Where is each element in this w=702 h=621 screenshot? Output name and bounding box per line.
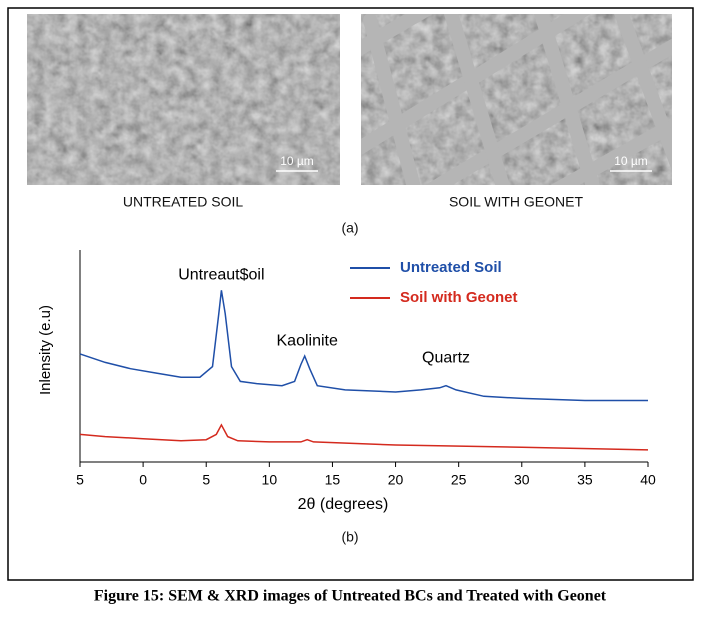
- series-line: [79, 423, 649, 451]
- caption: Figure 15: SEM & XRD images of Untreated…: [94, 588, 607, 605]
- x-tick-label: 0: [139, 472, 147, 488]
- x-tick-label: 30: [514, 472, 530, 488]
- legend-label: Soil with Geonet: [400, 289, 518, 306]
- sem-image-untreated: 10 µm: [27, 14, 340, 185]
- panel-tag: (a): [341, 220, 358, 236]
- annotation: Untreaut$oil: [178, 267, 264, 284]
- x-tick-label: 10: [262, 472, 278, 488]
- image-label: UNTREATED SOIL: [123, 194, 244, 210]
- x-tick-label: 5: [76, 472, 84, 488]
- x-tick-label: 40: [640, 472, 656, 488]
- image-label: SOIL WITH GEONET: [449, 194, 583, 210]
- x-tick-label: 5: [202, 472, 210, 488]
- x-tick-label: 35: [577, 472, 593, 488]
- sem-image-geonet: 10 µm: [361, 14, 672, 185]
- y-axis-label: Inlensity (e.u): [37, 305, 54, 395]
- scale-bar-label: 10 µm: [614, 154, 648, 168]
- series-line: [79, 290, 648, 402]
- legend-label: Untreated Soil: [400, 259, 502, 276]
- annotation: Kaolinite: [277, 332, 338, 349]
- annotation: Quartz: [422, 349, 470, 366]
- x-tick-label: 15: [325, 472, 341, 488]
- x-axis-label: 2θ (degrees): [298, 496, 389, 513]
- panel-tag: (b): [341, 529, 358, 545]
- figure-border: [7, 7, 694, 581]
- x-tick-label: 25: [451, 472, 467, 488]
- x-tick-label: 20: [388, 472, 404, 488]
- scale-bar-label: 10 µm: [280, 154, 314, 168]
